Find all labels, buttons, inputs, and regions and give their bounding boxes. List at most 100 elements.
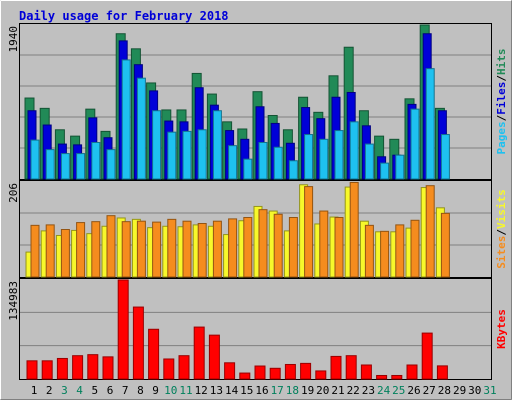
bar-kbytes-day-22: [345, 355, 357, 380]
bar-sites-day-26: [410, 219, 420, 278]
bar-pages-day-4: [76, 153, 86, 180]
bar-pages-day-11: [182, 130, 192, 180]
panels: 1940 Pages/Files/Hits 206Sites/Visits13498…: [7, 23, 508, 380]
x-tick-day-23: 23: [362, 384, 375, 397]
bar-sites-day-5: [91, 221, 101, 278]
x-tick-day-6: 6: [107, 384, 114, 397]
legend-visits: Visits: [495, 189, 508, 229]
bar-pages-day-20: [319, 138, 329, 180]
bar-sites-day-28: [440, 212, 450, 278]
bar-sites-day-22: [349, 181, 359, 278]
bar-pages-day-7: [121, 59, 131, 180]
x-tick-day-19: 19: [301, 384, 314, 397]
x-tick-day-22: 22: [347, 384, 360, 397]
bar-pages-day-17: [273, 146, 283, 180]
legend-files: Files: [495, 82, 508, 115]
bar-kbytes-day-11: [178, 355, 190, 380]
bar-pages-day-6: [106, 149, 116, 180]
bar-kbytes-day-17: [269, 367, 281, 380]
bar-kbytes-day-12: [193, 326, 205, 380]
bar-kbytes-day-28: [436, 365, 448, 380]
bar-pages-day-15: [243, 158, 253, 180]
bar-pages-day-1: [30, 139, 40, 180]
bar-pages-day-16: [258, 141, 268, 180]
bar-sites-day-16: [258, 209, 268, 278]
bar-pages-day-23: [364, 143, 374, 180]
x-tick-day-8: 8: [137, 384, 144, 397]
bar-kbytes-day-19: [300, 362, 312, 380]
legend-pages: Pages: [495, 121, 508, 154]
plot-border: [19, 180, 492, 278]
bar-pages-day-19: [304, 134, 314, 180]
bar-sites-day-2: [45, 224, 55, 278]
x-tick-day-11: 11: [179, 384, 192, 397]
x-tick-day-1: 1: [31, 384, 38, 397]
bar-sites-day-9: [152, 221, 162, 278]
panel-2: 206 Sites/Visits: [7, 180, 508, 278]
x-tick-day-24: 24: [377, 384, 391, 397]
series-legend-label: KBytes: [495, 309, 508, 349]
bar-kbytes-day-26: [406, 364, 418, 380]
x-tick-day-31: 31: [483, 384, 496, 397]
bar-pages-day-3: [60, 153, 70, 180]
x-tick-day-5: 5: [91, 384, 98, 397]
bar-sites-day-4: [76, 222, 86, 278]
x-tick-day-26: 26: [407, 384, 420, 397]
bar-pages-day-18: [288, 160, 298, 180]
x-tick-day-17: 17: [271, 384, 284, 397]
panel-1: 1940 Pages/Files/Hits: [7, 23, 508, 180]
bar-sites-day-6: [106, 215, 116, 278]
bar-kbytes-day-1: [26, 360, 38, 380]
bar-sites-day-11: [182, 220, 192, 278]
series-legend-label: Pages/Files/Hits: [495, 49, 508, 155]
x-tick-day-10: 10: [164, 384, 177, 397]
x-tick-day-9: 9: [152, 384, 159, 397]
legend-kbytes: KBytes: [495, 309, 508, 349]
bar-kbytes-day-13: [208, 334, 220, 380]
bar-kbytes-day-2: [41, 360, 53, 380]
panel-3: 134983 KBytes: [7, 278, 508, 380]
x-tick-day-2: 2: [46, 384, 53, 397]
bar-pages-day-24: [380, 162, 390, 180]
chart-title: Daily usage for February 2018: [19, 9, 229, 23]
bar-pages-day-5: [91, 141, 101, 180]
x-tick-day-7: 7: [122, 384, 129, 397]
x-tick-day-4: 4: [76, 384, 83, 397]
bar-pages-day-21: [334, 130, 344, 180]
bar-sites-day-7: [121, 221, 131, 278]
bar-sites-day-17: [273, 213, 283, 278]
x-tick-day-28: 28: [438, 384, 451, 397]
bar-pages-day-9: [152, 110, 162, 180]
bar-pages-day-14: [228, 145, 238, 180]
bar-sites-day-20: [319, 210, 329, 278]
bar-pages-day-22: [349, 121, 359, 180]
bar-kbytes-day-7: [117, 279, 129, 380]
x-tick-day-25: 25: [392, 384, 405, 397]
x-tick-day-29: 29: [453, 384, 466, 397]
bar-pages-day-25: [395, 154, 405, 180]
series-legend-label: Sites/Visits: [495, 189, 508, 269]
bar-kbytes-day-4: [72, 355, 84, 380]
bar-sites-day-1: [30, 224, 40, 278]
x-tick-day-27: 27: [423, 384, 436, 397]
bar-kbytes-day-15: [239, 372, 251, 380]
bar-sites-day-13: [212, 220, 222, 278]
bar-sites-day-27: [425, 185, 435, 278]
bar-sites-day-19: [304, 186, 314, 278]
bar-pages-day-28: [440, 134, 450, 180]
bar-pages-day-13: [212, 110, 222, 180]
bar-sites-day-10: [167, 218, 177, 278]
bar-kbytes-day-14: [224, 362, 236, 380]
bar-kbytes-day-10: [163, 358, 175, 380]
bar-kbytes-day-16: [254, 365, 266, 380]
bar-pages-day-12: [197, 129, 207, 180]
bar-kbytes-day-18: [284, 363, 296, 380]
bar-sites-day-8: [136, 220, 146, 278]
bar-kbytes-day-9: [148, 328, 160, 380]
bar-sites-day-12: [197, 223, 207, 278]
legend-separator: /: [495, 114, 508, 121]
bar-kbytes-day-21: [330, 355, 342, 380]
y-max-label: 1940: [7, 26, 20, 53]
